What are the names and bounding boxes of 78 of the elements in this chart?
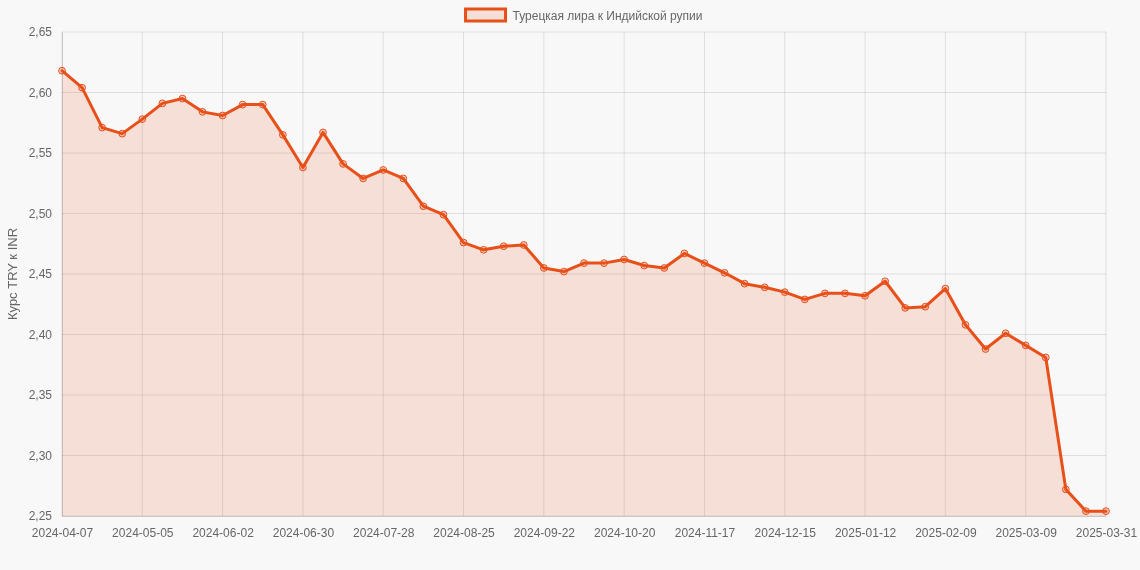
point (600, 259, 608, 267)
x-tick-label: 2024-04-07 (31, 525, 94, 540)
point (178, 94, 187, 103)
y-tick-label: 2,60 (28, 85, 53, 100)
x-tick-label: 2024-11-17 (674, 525, 736, 540)
point (821, 289, 829, 298)
point (740, 279, 749, 288)
point (881, 277, 890, 286)
point (319, 128, 327, 137)
point (399, 174, 408, 183)
point (800, 295, 809, 304)
x-tick-label: 2024-05-05 (112, 525, 174, 540)
x-tick-label: 2025-03-31 (1075, 525, 1138, 540)
point (1001, 329, 1010, 338)
point (339, 160, 347, 168)
x-tick-label: 2025-02-09 (915, 525, 977, 540)
point (1061, 485, 1070, 494)
point (479, 245, 488, 254)
point (158, 99, 167, 108)
point (519, 241, 528, 249)
point (921, 302, 930, 311)
point (861, 291, 869, 300)
point (620, 255, 629, 264)
x-tick-label: 2024-10-20 (593, 525, 656, 540)
point (1102, 507, 1110, 516)
x-tick-label: 2024-06-30 (272, 525, 335, 540)
point (459, 238, 468, 247)
point (198, 107, 207, 116)
point (1082, 507, 1090, 516)
y-tick-label: 2,25 (28, 509, 53, 524)
point (760, 283, 769, 292)
point (941, 284, 950, 293)
point (278, 130, 287, 139)
point (499, 242, 508, 251)
point (680, 249, 689, 258)
point (700, 259, 709, 267)
point (640, 261, 649, 270)
point (419, 202, 428, 211)
point (98, 123, 107, 132)
point (58, 66, 66, 75)
x-tick-label: 2025-01-12 (834, 525, 897, 540)
point (720, 268, 729, 277)
point (660, 264, 669, 272)
point (580, 259, 588, 267)
point (560, 267, 568, 276)
x-tick-label: 2024-06-02 (192, 525, 255, 540)
point (118, 129, 127, 138)
y-tick-label: 2,30 (28, 448, 53, 463)
point (78, 83, 86, 92)
point (258, 100, 267, 109)
point (359, 174, 368, 183)
point (841, 289, 849, 298)
point (961, 320, 970, 329)
point (539, 264, 548, 272)
y-tick-label: 2,35 (28, 388, 53, 403)
x-tick-label: 2024-09-22 (513, 525, 576, 540)
legend-label: Турецкая лира к Индийской рупии (512, 8, 703, 23)
y-tick-label: 2,40 (28, 327, 53, 342)
y-tick-label: 2,50 (28, 206, 53, 221)
point (780, 288, 789, 297)
point (299, 163, 307, 172)
y-tick-label: 2,45 (28, 267, 53, 282)
y-axis-title: Курс TRY к INR (5, 227, 20, 321)
point (439, 210, 448, 219)
x-tick-label: 2024-08-25 (433, 525, 496, 540)
point (238, 100, 247, 109)
point (138, 115, 147, 123)
point (981, 345, 990, 353)
point (1021, 341, 1030, 350)
x-tick-label: 2024-12-15 (754, 525, 817, 540)
y-tick-label: 2,65 (28, 25, 53, 40)
y-tick-label: 2,55 (28, 146, 53, 161)
point (1041, 353, 1050, 362)
point (379, 166, 388, 174)
point (901, 304, 910, 312)
x-tick-label: 2024-07-28 (353, 525, 415, 540)
point (218, 111, 227, 120)
x-tick-label: 2025-03-09 (995, 525, 1058, 540)
